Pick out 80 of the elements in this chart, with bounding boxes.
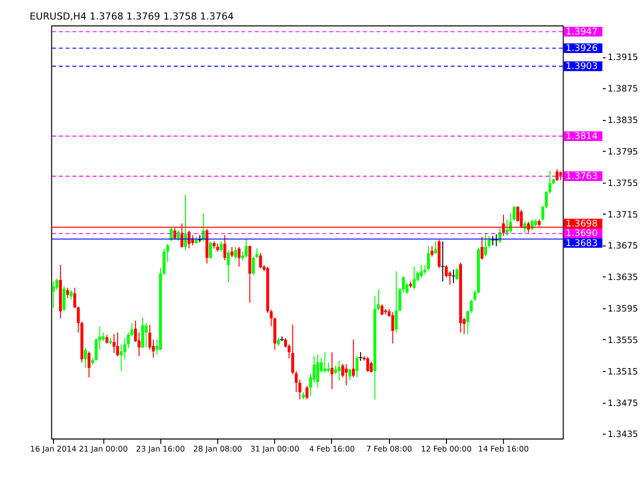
x-tick-label: 12 Feb 00:00 [420, 444, 472, 454]
y-tick-label: 1.3795 [608, 147, 638, 158]
candlestick [448, 270, 452, 286]
candlestick [66, 287, 70, 298]
ref-line-label: 1.3683 [566, 238, 598, 249]
ref-line-label: 1.3814 [566, 131, 598, 142]
candlestick [184, 194, 187, 251]
y-tick-label: 1.3475 [608, 398, 638, 409]
ref-line-label: 1.3903 [566, 61, 598, 72]
candlestick [52, 280, 55, 309]
y-tick-label: 1.3875 [608, 84, 638, 95]
candlestick [434, 240, 438, 254]
candlestick [291, 324, 294, 375]
x-tick-label: 7 Feb 08:00 [366, 444, 412, 454]
candlestick [209, 240, 212, 260]
candlestick [298, 379, 302, 400]
candlestick [323, 352, 326, 374]
ref-line-label: 1.3763 [566, 171, 598, 182]
y-tick-label: 1.3715 [608, 210, 638, 220]
x-tick-label: 28 Jan 08:00 [193, 444, 242, 454]
x-tick-label: 31 Jan 00:00 [250, 444, 300, 454]
ref-line-label: 1.3926 [566, 43, 598, 54]
candlestick [426, 246, 430, 271]
candlestick [412, 266, 416, 290]
candlestick [348, 368, 352, 381]
candlestick [484, 232, 488, 257]
candlestick [230, 246, 234, 258]
x-tick-label: 4 Feb 16:00 [309, 444, 355, 454]
candlestick [306, 385, 308, 400]
candlestick [326, 362, 330, 374]
y-tick-label: 1.3835 [608, 116, 638, 126]
candlestick [88, 350, 90, 378]
candlestick [440, 240, 445, 282]
candlestick [62, 286, 66, 312]
candlestick [226, 250, 230, 283]
x-tick-label: 21 Jan 00:00 [78, 444, 128, 454]
candlestick [380, 304, 384, 316]
candlestick [141, 317, 144, 349]
y-tick-label: 1.3675 [608, 242, 638, 252]
candlestick [480, 236, 484, 260]
candlestick [494, 234, 498, 247]
candlestick [120, 344, 123, 372]
candlestick [112, 334, 116, 354]
candlestick [94, 338, 98, 362]
y-tick-label: 1.3435 [608, 430, 638, 440]
candlestick [490, 235, 495, 246]
ref-line-label: 1.3690 [566, 228, 598, 240]
y-tick-label: 1.3915 [608, 53, 638, 64]
x-tick-label: 23 Jan 16:00 [136, 444, 186, 454]
candlestick [338, 360, 341, 381]
candlestick [316, 354, 320, 388]
candlestick [84, 348, 87, 368]
candlestick [430, 246, 434, 257]
candlestick [356, 356, 358, 378]
x-tick-label: 16 Jan 2014 [30, 444, 77, 454]
candlestick [238, 246, 241, 268]
candlestick [259, 252, 262, 269]
candlestick [556, 168, 559, 182]
candlestick [370, 361, 373, 374]
candlestick [330, 352, 334, 390]
y-tick-label: 1.3755 [608, 178, 638, 189]
candlestick [234, 246, 237, 260]
candlestick [452, 269, 456, 284]
y-tick-label: 1.3515 [608, 367, 638, 378]
candlestick [456, 268, 458, 280]
y-tick-label: 1.3635 [608, 273, 638, 284]
candlestick [70, 290, 73, 300]
candlestick [144, 322, 148, 348]
ref-line-label: 1.3698 [566, 218, 598, 230]
candlestick [341, 363, 344, 378]
y-tick-label: 1.3595 [608, 304, 638, 315]
candlestick [252, 256, 255, 276]
y-tick-label: 1.3555 [608, 336, 638, 346]
x-tick-label: 14 Feb 16:00 [478, 444, 529, 454]
candlestick [116, 332, 120, 357]
candlestick [358, 352, 362, 362]
chart-title: EURUSD,H4 1.3768 1.3769 1.3758 1.3764 [30, 12, 234, 23]
candlestick [470, 299, 473, 314]
candlestick [352, 339, 355, 378]
ref-line-label: 1.3947 [566, 26, 598, 38]
